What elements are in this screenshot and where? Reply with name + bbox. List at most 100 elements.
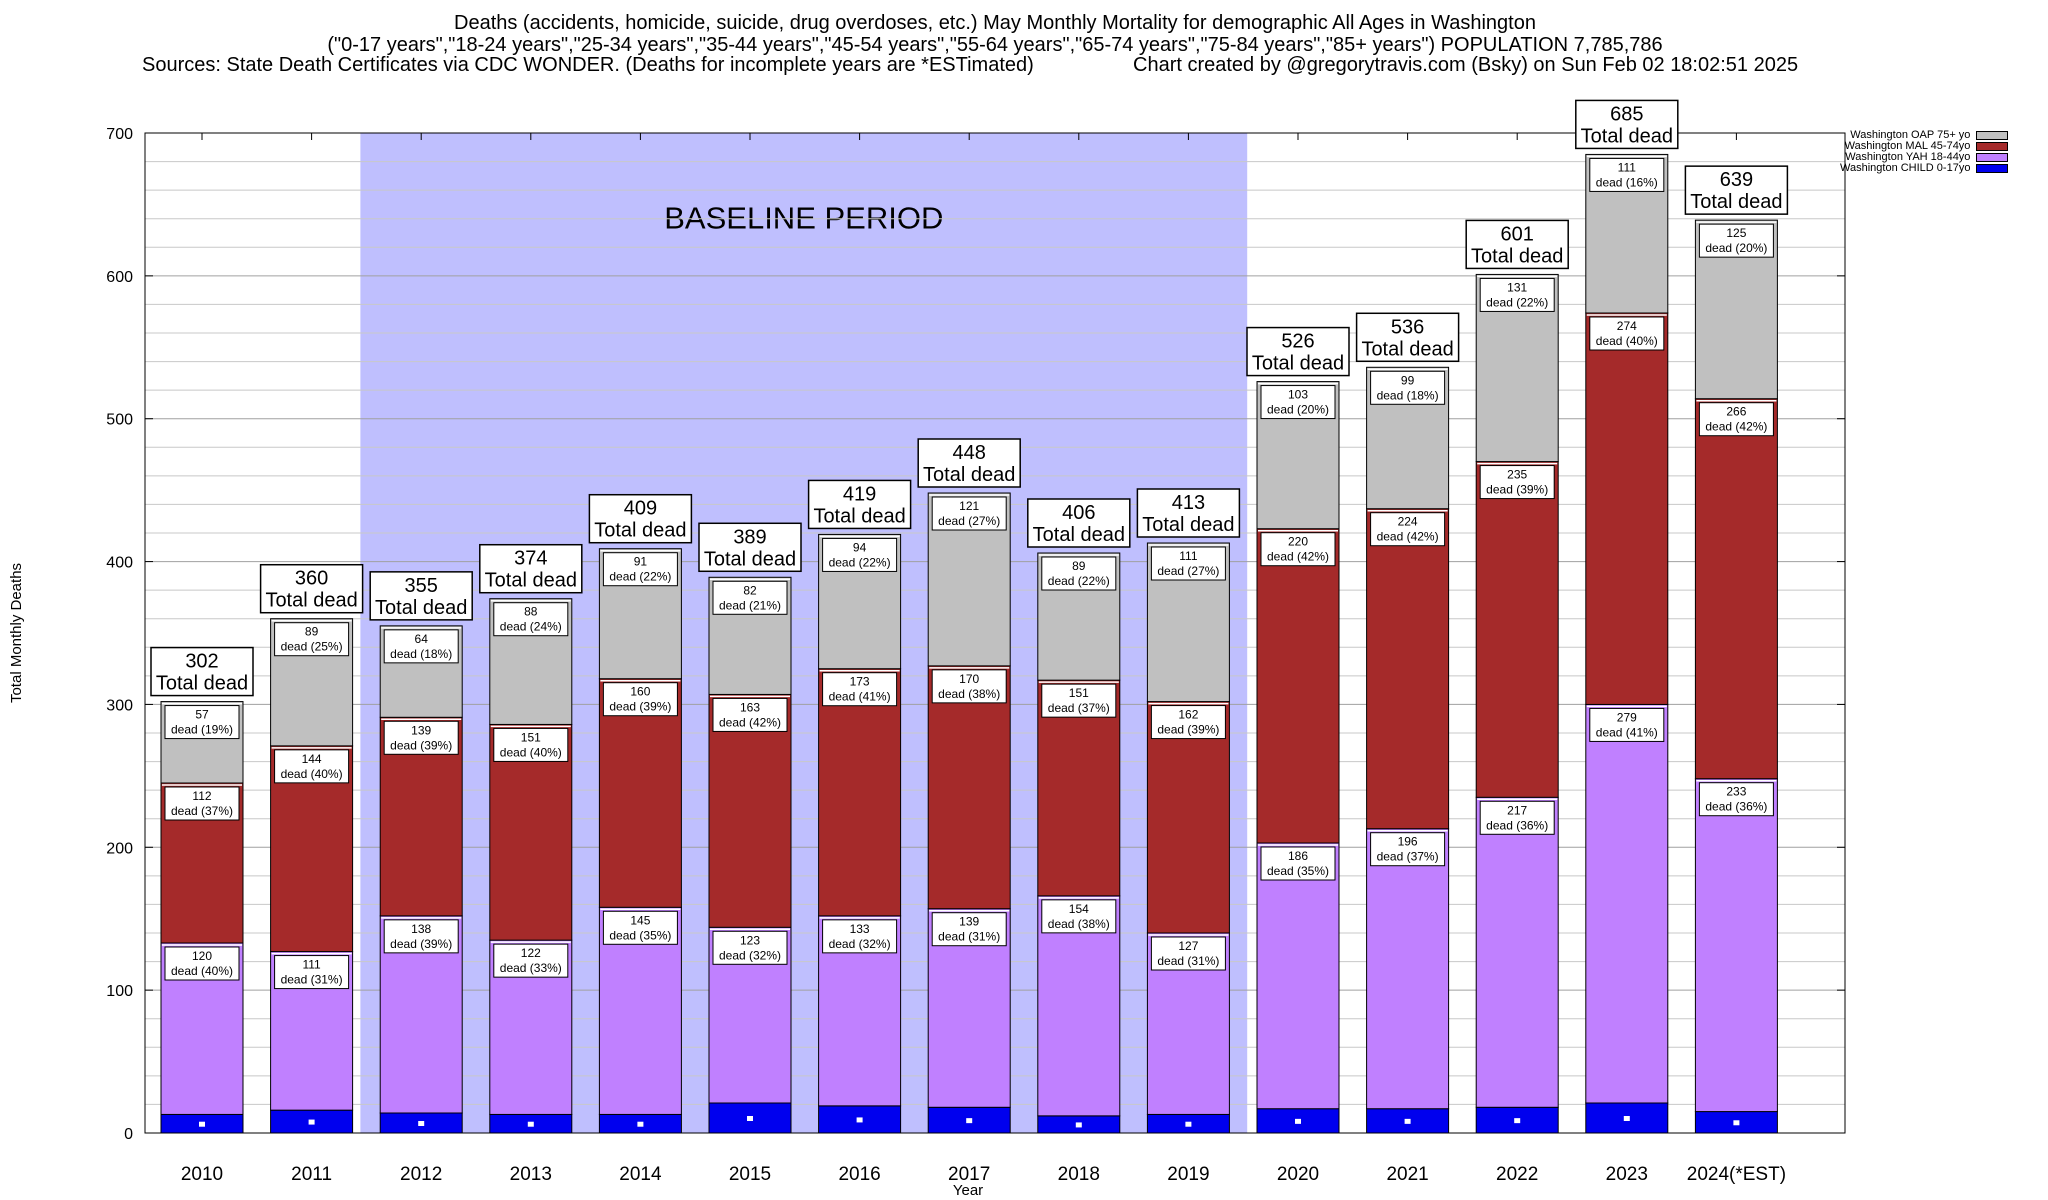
segment-label-box xyxy=(1150,936,1226,971)
segment-label-box xyxy=(931,669,1007,704)
segment-value-label: 154 xyxy=(1069,902,1089,916)
segment-label-box xyxy=(1698,223,1774,258)
x-tick-label: 2018 xyxy=(1058,1164,1100,1185)
segment-value-label: 151 xyxy=(1069,686,1089,700)
segment-value-label: 139 xyxy=(411,723,431,737)
segment-pct-label: dead (20%) xyxy=(1705,241,1767,255)
total-suffix-label: Total dead xyxy=(1581,125,1673,147)
segment-label-box xyxy=(1150,705,1226,740)
x-tick-label: 2013 xyxy=(510,1164,552,1185)
total-value-label: 360 xyxy=(295,568,328,590)
segment-pct-label: dead (19%) xyxy=(171,723,233,737)
segment-label-box xyxy=(602,910,678,945)
segment-value-label: 91 xyxy=(634,555,648,569)
segment-pct-label: dead (42%) xyxy=(719,715,781,729)
segment-value-label: 122 xyxy=(521,946,541,960)
x-tick-label: 2012 xyxy=(400,1164,442,1185)
segment-value-label: 274 xyxy=(1617,319,1637,333)
segment-label-box xyxy=(164,786,240,821)
segment-pct-label: dead (20%) xyxy=(1267,403,1329,417)
child-value-marker xyxy=(1623,1116,1630,1121)
segment-label-box xyxy=(822,672,898,707)
legend-entry: Washington CHILD 0-17yo xyxy=(1840,162,2009,174)
segment-label-box xyxy=(1370,512,1446,547)
segment-value-label: 89 xyxy=(1072,559,1086,573)
child-value-marker xyxy=(418,1121,425,1126)
y-tick-label: 0 xyxy=(124,1126,133,1143)
total-label-box xyxy=(259,563,364,614)
segment-label-box xyxy=(1260,385,1336,420)
segment-pct-label: dead (35%) xyxy=(1267,864,1329,878)
total-value-label: 389 xyxy=(733,526,766,548)
segment-value-label: 144 xyxy=(302,752,322,766)
segment-pct-label: dead (37%) xyxy=(171,804,233,818)
total-value-label: 536 xyxy=(1391,316,1424,338)
segment-value-label: 111 xyxy=(1618,160,1637,174)
bar-segment xyxy=(1256,528,1340,844)
total-value-label: 685 xyxy=(1610,103,1643,125)
segment-label-box xyxy=(1041,556,1117,591)
x-tick-label: 2014 xyxy=(619,1164,662,1185)
segment-pct-label: dead (42%) xyxy=(1267,550,1329,564)
x-tick-label: 2021 xyxy=(1386,1164,1428,1185)
segment-label-box xyxy=(712,697,788,732)
segment-pct-label: dead (18%) xyxy=(1377,388,1439,402)
child-value-marker xyxy=(637,1121,644,1127)
chart-title-line-1: Deaths (accidents, homicide, suicide, dr… xyxy=(454,12,1536,34)
total-suffix-label: Total dead xyxy=(1690,191,1782,213)
segment-label-box xyxy=(383,919,459,954)
total-suffix-label: Total dead xyxy=(1471,245,1563,267)
total-value-label: 409 xyxy=(624,498,657,520)
total-suffix-label: Total dead xyxy=(265,590,357,612)
segment-label-box xyxy=(1370,370,1446,405)
total-label-box xyxy=(1575,99,1679,150)
segment-pct-label: dead (40%) xyxy=(1596,334,1658,348)
segment-label-box xyxy=(822,919,898,954)
legend-swatch xyxy=(1976,142,2009,151)
segment-value-label: 123 xyxy=(740,933,760,947)
total-label-box xyxy=(917,438,1021,488)
segment-pct-label: dead (22%) xyxy=(1048,574,1110,588)
segment-pct-label: dead (33%) xyxy=(500,961,562,975)
legend-label: Washington CHILD 0-17yo xyxy=(1840,162,1971,174)
segment-label-box xyxy=(1479,800,1555,835)
segment-label-box xyxy=(822,537,898,572)
bar-segment xyxy=(927,665,1011,910)
segment-label-box xyxy=(383,629,459,664)
total-label-box xyxy=(588,493,693,544)
segment-pct-label: dead (27%) xyxy=(938,514,1000,528)
segment-value-label: 151 xyxy=(521,730,541,744)
segment-value-label: 127 xyxy=(1178,939,1198,953)
segment-label-box xyxy=(712,580,788,615)
segment-label-box xyxy=(274,749,350,784)
segment-pct-label: dead (39%) xyxy=(1157,723,1219,737)
segment-label-box xyxy=(1150,546,1226,581)
child-value-marker xyxy=(1185,1121,1192,1127)
segment-pct-label: dead (22%) xyxy=(829,555,891,569)
segment-label-box xyxy=(383,720,459,755)
bar-segment xyxy=(1694,398,1778,780)
total-value-label: 406 xyxy=(1062,502,1095,524)
segment-value-label: 103 xyxy=(1288,388,1308,402)
segment-value-label: 120 xyxy=(192,949,212,963)
segment-pct-label: dead (35%) xyxy=(609,928,671,942)
legend-swatch xyxy=(1976,153,2009,162)
segment-label-box xyxy=(164,946,240,981)
x-tick-label: 2016 xyxy=(838,1164,880,1185)
legend-swatch xyxy=(1976,131,2009,140)
segment-pct-label: dead (21%) xyxy=(719,598,781,612)
segment-label-box xyxy=(712,930,788,965)
total-label-box xyxy=(369,571,473,621)
y-tick-label: 600 xyxy=(106,269,133,286)
segment-label-box xyxy=(164,705,240,740)
segment-pct-label: dead (39%) xyxy=(390,738,452,752)
segment-label-box xyxy=(493,943,569,978)
total-label-box xyxy=(1684,165,1789,215)
segment-pct-label: dead (32%) xyxy=(829,937,891,951)
total-label-box xyxy=(1355,312,1460,363)
legend-entry: Washington YAH 18-44yo xyxy=(1840,152,2009,163)
total-suffix-label: Total dead xyxy=(1252,353,1344,375)
total-value-label: 413 xyxy=(1172,492,1205,514)
total-suffix-label: Total dead xyxy=(156,673,248,695)
